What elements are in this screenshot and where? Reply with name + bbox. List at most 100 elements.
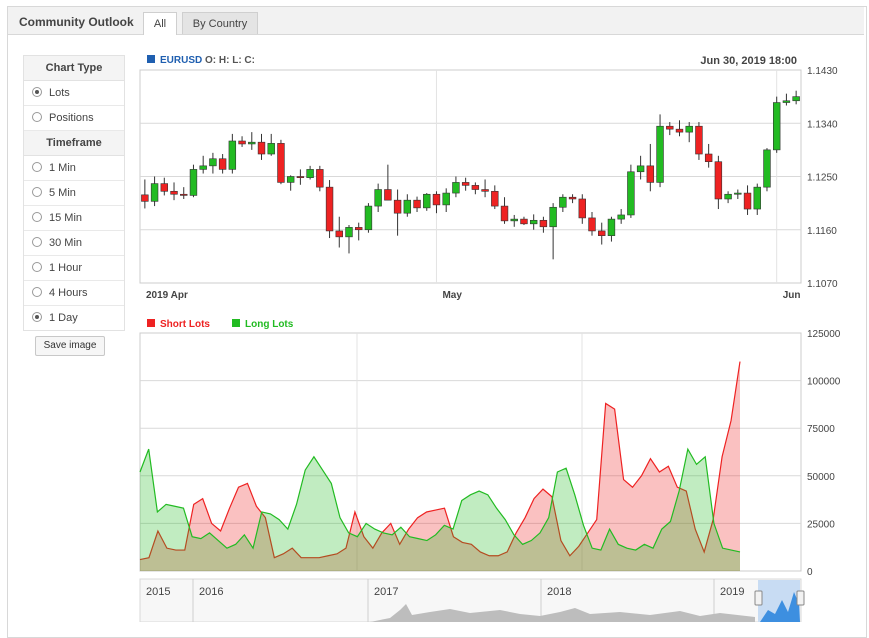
candle-body[interactable] xyxy=(238,140,246,145)
candle-body[interactable] xyxy=(384,189,392,201)
candle-body[interactable] xyxy=(685,125,693,133)
candle-body[interactable] xyxy=(510,218,518,222)
candle-body[interactable] xyxy=(695,125,703,155)
timeframe-1-hour[interactable]: 1 Hour xyxy=(24,256,124,281)
candle-body[interactable] xyxy=(646,165,655,183)
candle-body[interactable] xyxy=(588,217,596,232)
short-lots-line[interactable] xyxy=(139,361,741,561)
candle-body[interactable] xyxy=(423,193,431,209)
candle-body[interactable] xyxy=(666,125,674,130)
navigator-left-handle[interactable] xyxy=(754,590,763,606)
radio-icon[interactable] xyxy=(32,162,42,172)
candle-body[interactable] xyxy=(267,143,275,155)
candle-body[interactable] xyxy=(325,186,334,232)
candle-body[interactable] xyxy=(792,96,800,102)
candle-body[interactable] xyxy=(549,206,557,228)
candle-body[interactable] xyxy=(374,189,382,207)
radio-icon[interactable] xyxy=(32,262,42,272)
tab-by-country[interactable]: By Country xyxy=(182,12,258,34)
radio-icon[interactable] xyxy=(32,112,42,122)
candle-body[interactable] xyxy=(627,171,635,216)
candle-body[interactable] xyxy=(141,194,149,202)
candle-body[interactable] xyxy=(316,169,324,188)
long-lots-line[interactable] xyxy=(139,447,741,553)
candle-body[interactable] xyxy=(257,141,266,155)
candle-body[interactable] xyxy=(364,205,373,231)
candle-body[interactable] xyxy=(724,193,732,200)
candle-body[interactable] xyxy=(218,158,227,170)
candle-body[interactable] xyxy=(714,161,723,200)
candle-body[interactable] xyxy=(432,193,441,206)
candle-body[interactable] xyxy=(743,192,752,210)
chart-type-lots[interactable]: Lots xyxy=(24,81,124,106)
radio-selected-icon[interactable] xyxy=(32,312,42,322)
lots-plot-area[interactable] xyxy=(139,332,802,572)
chart-type-positions[interactable]: Positions xyxy=(24,106,124,131)
candle-body[interactable] xyxy=(160,183,169,192)
legend-short-lots[interactable]: Short Lots xyxy=(160,319,210,330)
radio-icon[interactable] xyxy=(32,187,42,197)
timeframe-1-min[interactable]: 1 Min xyxy=(24,156,124,181)
timeframe-15-min[interactable]: 15 Min xyxy=(24,206,124,231)
timeframe-5-min[interactable]: 5 Min xyxy=(24,181,124,206)
candle-body[interactable] xyxy=(753,186,761,210)
candle-body[interactable] xyxy=(568,196,577,200)
candle-body[interactable] xyxy=(306,169,314,178)
candle-body[interactable] xyxy=(403,199,412,214)
radio-icon[interactable] xyxy=(32,212,42,222)
timeframe-30-min[interactable]: 30 Min xyxy=(24,231,124,256)
candle-body[interactable] xyxy=(286,176,295,183)
navigator-year-label: 2019 xyxy=(720,586,744,598)
sidebar: Chart Type Lots Positions Timeframe 1 Mi… xyxy=(23,55,125,331)
candle-body[interactable] xyxy=(442,192,450,206)
candle-body[interactable] xyxy=(500,205,509,222)
candle-body[interactable] xyxy=(607,218,616,236)
candle-body[interactable] xyxy=(199,165,207,170)
candle-body[interactable] xyxy=(150,183,159,202)
radio-icon[interactable] xyxy=(32,237,42,247)
candle-body[interactable] xyxy=(296,176,305,178)
candle-body[interactable] xyxy=(452,182,460,194)
candle-body[interactable] xyxy=(704,153,713,163)
candle-body[interactable] xyxy=(335,230,343,238)
candle-body[interactable] xyxy=(355,227,363,231)
candle-body[interactable] xyxy=(170,190,178,195)
candle-body[interactable] xyxy=(675,128,684,133)
candle-body[interactable] xyxy=(228,140,237,170)
radio-icon[interactable] xyxy=(32,287,42,297)
candle-body[interactable] xyxy=(598,230,606,236)
candle-body[interactable] xyxy=(481,189,489,192)
timeframe-1-day[interactable]: 1 Day xyxy=(24,306,124,330)
candle-body[interactable] xyxy=(782,100,791,103)
candle-body[interactable] xyxy=(529,219,538,225)
candle-body[interactable] xyxy=(763,149,771,188)
candle-body[interactable] xyxy=(345,227,353,238)
candle-body[interactable] xyxy=(539,219,548,228)
timeframe-4-hours[interactable]: 4 Hours xyxy=(24,281,124,306)
candle-body[interactable] xyxy=(491,190,499,207)
candle-body[interactable] xyxy=(209,158,217,167)
candle-body[interactable] xyxy=(617,214,625,220)
option-label: Lots xyxy=(49,87,70,99)
candle-body[interactable] xyxy=(413,199,421,209)
save-image-button[interactable]: Save image xyxy=(35,336,105,356)
candle-body[interactable] xyxy=(734,192,742,195)
candle-body[interactable] xyxy=(636,165,645,173)
candle-body[interactable] xyxy=(520,218,528,225)
tab-all[interactable]: All xyxy=(143,12,177,35)
radio-selected-icon[interactable] xyxy=(32,87,42,97)
candle-body[interactable] xyxy=(189,169,198,196)
candle-body[interactable] xyxy=(578,198,586,219)
candle-body[interactable] xyxy=(772,102,781,151)
candle-body[interactable] xyxy=(461,182,470,186)
candle-body[interactable] xyxy=(180,193,188,196)
candle-body[interactable] xyxy=(393,199,402,214)
price-x-tick-label: May xyxy=(442,290,462,301)
candle-body[interactable] xyxy=(559,196,567,208)
navigator-right-handle[interactable] xyxy=(796,590,805,606)
candle-body[interactable] xyxy=(656,125,664,183)
candle-body[interactable] xyxy=(248,141,256,145)
legend-long-lots[interactable]: Long Lots xyxy=(245,319,294,330)
candle-body[interactable] xyxy=(471,185,480,190)
candle-body[interactable] xyxy=(277,143,285,183)
